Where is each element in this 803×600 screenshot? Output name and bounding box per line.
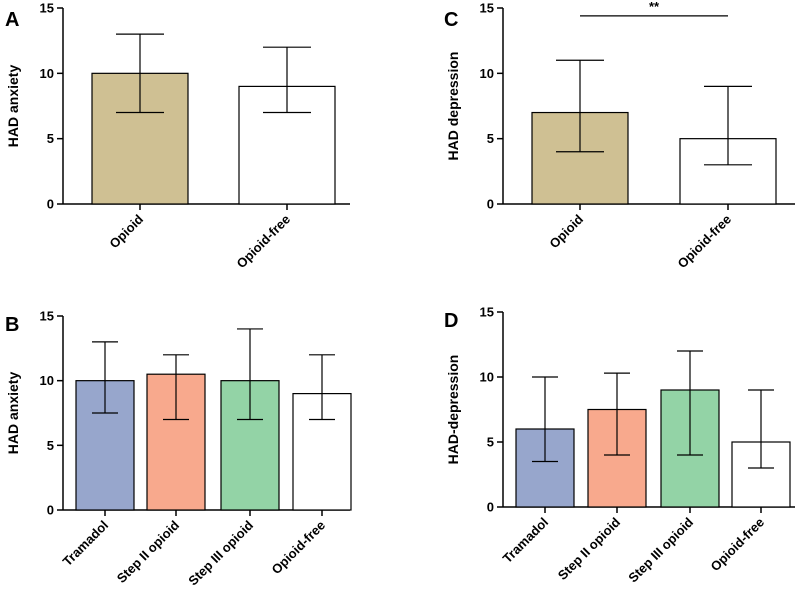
panel-a-y-axis-label: HAD anxiety	[5, 65, 21, 148]
panel-a-y-tick-label: 0	[47, 197, 54, 212]
panel-d-category-label: Tramadol	[500, 515, 551, 566]
panel-d-y-tick-label: 15	[480, 305, 494, 320]
panel-a-y-tick-label: 10	[40, 66, 54, 81]
panel-b-y-tick-label: 0	[47, 503, 54, 518]
panel-c-significance-label: **	[649, 0, 660, 14]
panel-a: A HAD anxiety 0 5 10 15 Opioid Opioid-free	[5, 1, 350, 272]
panel-d-category-label: Step III opioid	[625, 514, 696, 585]
panel-a-y-tick-label: 5	[47, 131, 54, 146]
panel-b-category-label: Step III opioid	[185, 517, 256, 588]
panel-b-category-label: Opioid-free	[268, 518, 328, 578]
panel-a-category-label: Opioid	[106, 211, 146, 251]
panel-c-category-label: Opioid	[546, 211, 586, 251]
panel-c-y-tick-label: 5	[487, 131, 494, 146]
panel-d-y-tick-label: 5	[487, 435, 494, 450]
panel-c-y-axis-label: HAD depression	[445, 52, 461, 161]
panel-a-y-tick-label: 15	[40, 1, 54, 16]
panel-d-y-tick-label: 10	[480, 370, 494, 385]
panel-b-y-tick-label: 10	[40, 373, 54, 388]
panel-b: B HAD anxiety 0 5 10 15 Tramadol Step II opioid…	[5, 309, 352, 588]
panel-c: C HAD depression 0 5 10 15 Opioid Opioid-free **	[444, 0, 795, 271]
panel-d-y-axis-label: HAD-depression	[445, 355, 461, 465]
panel-c-y-tick-label: 0	[487, 197, 494, 212]
panel-b-letter: B	[5, 314, 19, 336]
panel-c-y-tick-label: 10	[480, 66, 494, 81]
panel-d-y-tick-label: 0	[487, 500, 494, 515]
panel-d-category-label: Step II opioid	[555, 514, 623, 582]
panel-b-y-tick-label: 15	[40, 309, 54, 324]
panel-b-category-label: Tramadol	[60, 518, 111, 569]
panel-c-letter: C	[444, 9, 458, 31]
panel-b-category-label: Step II opioid	[114, 517, 182, 585]
panel-c-y-tick-label: 15	[480, 1, 494, 16]
panel-c-category-label: Opioid-free	[674, 212, 734, 272]
panel-d-letter: D	[444, 310, 458, 332]
panel-a-letter: A	[5, 9, 19, 31]
panel-b-y-axis-label: HAD anxiety	[5, 372, 21, 455]
panel-d-category-label: Opioid-free	[707, 515, 767, 575]
panel-a-category-label: Opioid-free	[233, 212, 293, 272]
panel-b-y-tick-label: 5	[47, 438, 54, 453]
panel-d: D HAD-depression 0 5 10 15 Tramadol Step II opi…	[444, 305, 795, 585]
